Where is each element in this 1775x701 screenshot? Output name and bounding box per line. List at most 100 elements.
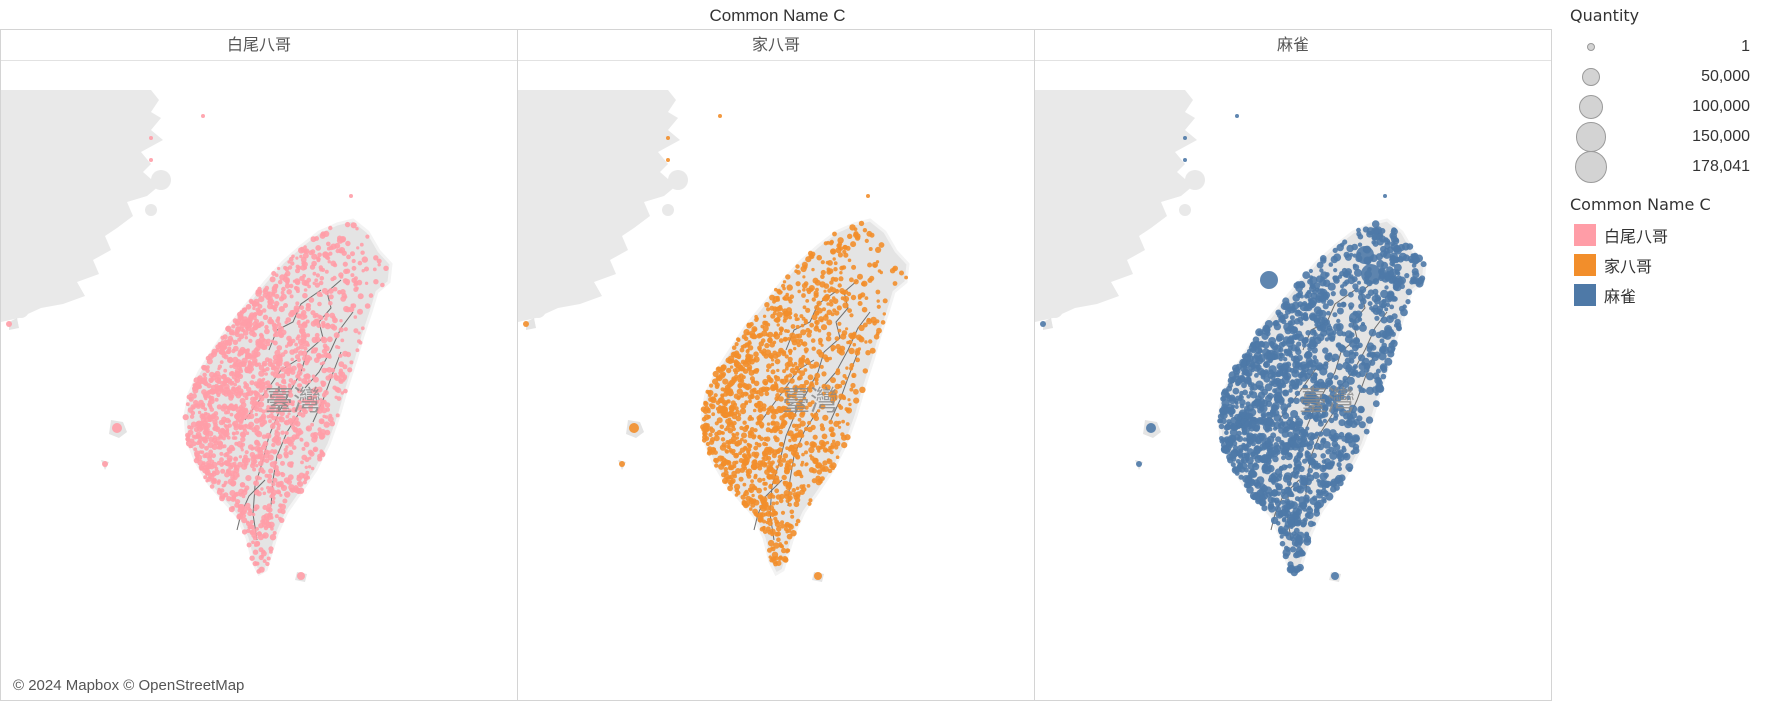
observation-point xyxy=(1386,240,1391,245)
observation-point xyxy=(1288,397,1295,404)
observation-point xyxy=(283,349,288,355)
observation-point xyxy=(321,320,326,326)
observation-point xyxy=(851,374,855,378)
observation-point xyxy=(1348,302,1355,309)
size-legend-item[interactable]: 50,000 xyxy=(1570,61,1770,91)
observation-point xyxy=(766,422,771,426)
observation-point xyxy=(266,503,272,509)
observation-point xyxy=(799,314,804,319)
observation-point xyxy=(1247,462,1255,470)
color-legend-item[interactable]: 白尾八哥 xyxy=(1570,220,1770,250)
observation-point xyxy=(324,402,331,408)
observation-point xyxy=(190,410,196,416)
size-legend-item[interactable]: 178,041 xyxy=(1570,151,1770,183)
observation-point xyxy=(807,501,812,506)
size-legend-label: 1 xyxy=(1741,38,1750,55)
size-legend-label: 150,000 xyxy=(1692,128,1750,145)
observation-point xyxy=(858,324,865,332)
observation-point xyxy=(1324,337,1329,342)
observation-point xyxy=(786,311,792,317)
observation-point xyxy=(708,432,713,437)
map-canvas[interactable]: 臺灣 xyxy=(1035,60,1552,701)
observation-point xyxy=(314,347,319,352)
size-legend-item[interactable]: 1 xyxy=(1570,31,1770,61)
observation-point xyxy=(713,393,718,398)
observation-point xyxy=(247,510,253,517)
observation-point xyxy=(772,296,779,303)
observation-point xyxy=(1358,387,1365,393)
observation-point xyxy=(278,416,285,423)
observation-point xyxy=(780,523,786,529)
map-panel-sparrow[interactable]: 麻雀 臺灣 xyxy=(1034,29,1552,701)
map-attribution[interactable]: © 2024 Mapbox © OpenStreetMap xyxy=(7,675,251,696)
observation-point xyxy=(869,347,876,354)
observation-point xyxy=(245,502,251,509)
observation-point xyxy=(821,383,827,390)
observation-point xyxy=(1323,472,1329,479)
observation-point xyxy=(277,266,281,271)
observation-point xyxy=(784,354,789,359)
observation-point xyxy=(776,368,780,373)
observation-point xyxy=(1357,280,1361,285)
observation-point xyxy=(757,515,764,522)
observation-point xyxy=(1333,277,1340,284)
observation-point xyxy=(269,423,276,430)
color-legend: 白尾八哥 家八哥 麻雀 xyxy=(1570,220,1770,310)
color-legend-item[interactable]: 麻雀 xyxy=(1570,280,1770,310)
observation-point xyxy=(800,329,807,336)
observation-point xyxy=(272,477,278,483)
observation-point xyxy=(265,407,271,413)
observation-point xyxy=(1299,282,1306,289)
observation-point xyxy=(321,287,328,294)
observation-point xyxy=(853,279,859,285)
observation-point xyxy=(876,304,881,309)
observation-point xyxy=(253,480,259,487)
observation-point xyxy=(1338,431,1345,438)
observation-point xyxy=(336,396,342,401)
observation-point xyxy=(866,230,873,237)
observation-point xyxy=(1297,549,1305,557)
size-circle-icon xyxy=(1576,122,1606,152)
legend: Quantity 1 50,000 100,000 150,000 178,041 Co… xyxy=(1570,6,1770,310)
observation-point xyxy=(329,312,336,319)
size-legend-item[interactable]: 150,000 xyxy=(1570,121,1770,152)
map-canvas[interactable]: 臺灣 xyxy=(1,60,518,701)
observation-point xyxy=(319,419,325,424)
observation-point xyxy=(297,399,302,404)
observation-point xyxy=(735,409,740,415)
observation-point xyxy=(848,347,855,355)
observation-point xyxy=(207,418,212,423)
observation-point xyxy=(1241,353,1248,360)
observation-point xyxy=(781,474,787,481)
observation-point xyxy=(802,305,807,310)
observation-point xyxy=(1320,324,1329,333)
color-legend-item[interactable]: 家八哥 xyxy=(1570,250,1770,280)
observation-point xyxy=(1372,400,1380,408)
observation-point xyxy=(787,407,792,412)
observation-point xyxy=(784,375,789,381)
size-circle-icon xyxy=(1582,68,1600,86)
observation-point xyxy=(1337,404,1345,412)
map-panel-common-myna[interactable]: 家八哥 臺灣 xyxy=(517,29,1035,701)
observation-point xyxy=(241,517,248,524)
observation-point xyxy=(267,303,274,310)
observation-point xyxy=(716,366,721,371)
observation-point xyxy=(1313,306,1322,315)
observation-point xyxy=(373,255,379,261)
map-canvas[interactable]: 臺灣 xyxy=(518,60,1035,701)
observation-point xyxy=(810,338,816,343)
observation-point xyxy=(1346,395,1351,401)
observation-point xyxy=(340,338,345,343)
observation-point xyxy=(1383,251,1391,259)
observation-point xyxy=(867,277,873,283)
size-legend-item[interactable]: 100,000 xyxy=(1570,91,1770,121)
observation-point xyxy=(769,342,775,348)
observation-point xyxy=(209,484,215,489)
observation-point xyxy=(1261,505,1268,512)
observation-point xyxy=(735,468,741,474)
map-panel-white-vented-myna[interactable]: 白尾八哥 臺灣 © 2024 Mapbox © OpenStreetMap xyxy=(0,29,518,701)
observation-point xyxy=(1290,471,1297,478)
observation-point xyxy=(712,378,719,385)
observation-point xyxy=(339,319,343,323)
observation-point xyxy=(1342,375,1348,382)
